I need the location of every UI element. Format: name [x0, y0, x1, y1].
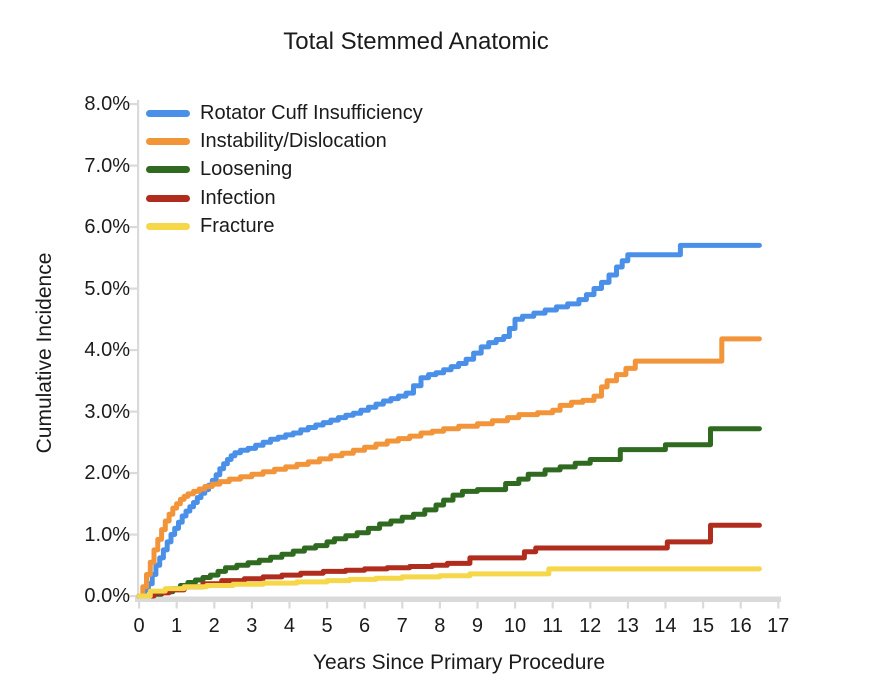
y-tick-mark: [129, 226, 137, 229]
x-tick-label: 8: [434, 615, 446, 637]
x-tick-mark: [250, 602, 253, 609]
x-tick-mark: [589, 602, 592, 609]
y-tick-mark: [129, 287, 137, 290]
x-tick-label: 5: [321, 615, 333, 637]
x-tick-mark: [288, 602, 291, 609]
legend-swatch: [146, 223, 190, 231]
x-tick-mark: [664, 602, 667, 609]
x-tick-label: 12: [579, 615, 602, 637]
x-tick-label: 17: [767, 615, 790, 637]
y-tick-label: 7.0%: [84, 154, 130, 177]
y-tick-mark: [129, 410, 137, 413]
y-tick-label: 6.0%: [84, 216, 130, 238]
y-tick-mark: [129, 164, 137, 167]
x-tick-label: 11: [542, 615, 563, 637]
legend-swatch: [146, 166, 190, 174]
x-tick-mark: [702, 602, 705, 609]
x-tick-label: 3: [246, 615, 258, 637]
legend-swatch: [146, 194, 190, 202]
x-tick-label: 10: [503, 615, 527, 637]
y-tick-mark: [129, 349, 137, 352]
series-line-fracture: [136, 566, 762, 599]
x-tick-label: 14: [654, 615, 677, 637]
y-axis-title: Cumulative Incidence: [33, 252, 56, 454]
legend-swatch: [146, 109, 190, 117]
legend: Rotator Cuff Insufficiency Instability/D…: [146, 99, 423, 241]
x-tick-label: 9: [471, 615, 483, 637]
x-axis-title: Years Since Primary Procedure: [312, 651, 606, 674]
legend-item-fracture: Fracture: [146, 213, 423, 241]
y-tick-label: 3.0%: [84, 400, 130, 423]
y-tick-label: 5.0%: [84, 277, 130, 300]
legend-label: Loosening: [200, 158, 293, 181]
x-tick-mark: [476, 602, 479, 609]
legend-label: Rotator Cuff Insufficiency: [200, 101, 423, 124]
x-tick-label: 16: [729, 615, 752, 637]
series-line-instability-dislocation: [136, 336, 762, 599]
x-tick-label: 1: [171, 615, 183, 637]
x-tick-label: 13: [616, 615, 639, 637]
x-tick-mark: [626, 602, 629, 609]
x-tick-mark: [438, 602, 441, 609]
x-tick-mark: [213, 602, 216, 609]
x-tick-label: 4: [283, 615, 295, 637]
y-tick-mark: [129, 595, 137, 598]
x-tick-mark: [401, 602, 404, 609]
x-tick-label: 15: [691, 615, 715, 637]
x-tick-mark: [175, 602, 178, 609]
y-tick-label: 1.0%: [84, 523, 130, 546]
series-line-rotator-cuff-insufficiency: [136, 242, 762, 599]
y-tick-mark: [129, 472, 137, 475]
x-tick-mark: [551, 602, 554, 609]
y-tick-label: 8.0%: [84, 93, 130, 115]
chart-title: Total Stemmed Anatomic: [283, 28, 549, 55]
y-tick-mark: [129, 103, 137, 106]
legend-swatch: [146, 138, 190, 146]
legend-label: Fracture: [200, 215, 275, 238]
x-tick-label: 2: [208, 615, 220, 637]
legend-item-loosening: Loosening: [146, 156, 423, 184]
x-tick-mark: [363, 602, 366, 609]
y-tick-label: 4.0%: [84, 339, 130, 361]
x-tick-mark: [326, 602, 329, 609]
legend-item-instability-dislocation: Instability/Dislocation: [146, 127, 423, 155]
x-axis-line: [135, 596, 781, 602]
x-tick-mark: [777, 602, 780, 609]
legend-item-rotator-cuff-insufficiency: Rotator Cuff Insufficiency: [146, 99, 423, 127]
series-line-loosening: [136, 426, 762, 599]
y-tick-label: 2.0%: [84, 462, 130, 484]
legend-label: Infection: [200, 186, 276, 209]
y-tick-label: 0.0%: [84, 585, 130, 607]
x-tick-mark: [514, 602, 517, 609]
x-tick-mark: [739, 602, 742, 609]
legend-item-infection: Infection: [146, 184, 423, 212]
x-tick-label: 0: [133, 615, 145, 637]
x-tick-label: 7: [396, 615, 408, 637]
y-tick-mark: [129, 533, 137, 536]
y-axis-line: [137, 100, 140, 599]
legend-label: Instability/Dislocation: [200, 130, 387, 153]
x-tick-mark: [138, 602, 141, 609]
x-tick-label: 6: [359, 615, 371, 637]
